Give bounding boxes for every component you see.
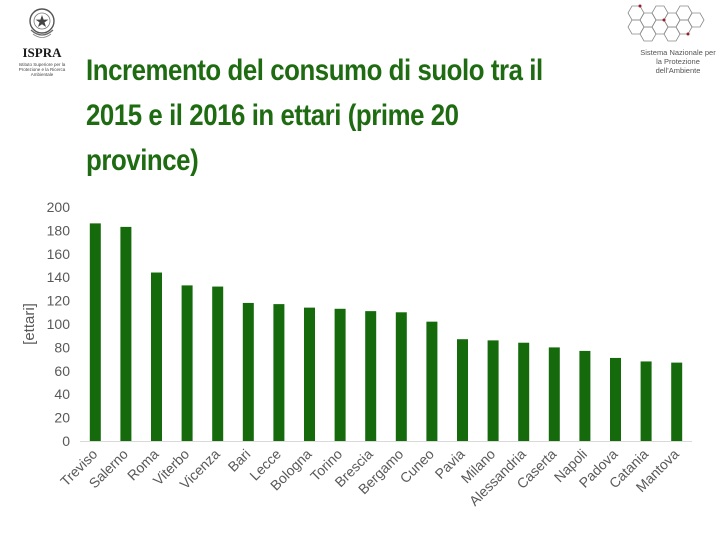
- ispra-logo: ISPRA Istituto Superiore per la Protezio…: [8, 4, 76, 77]
- page-title: Incremento del consumo di suolo tra il 2…: [86, 54, 543, 177]
- bar: [151, 272, 162, 441]
- bar: [610, 357, 621, 441]
- y-tick-label: 40: [54, 386, 70, 402]
- bar: [120, 226, 132, 441]
- bar: [181, 285, 193, 441]
- y-tick-label: 80: [54, 339, 70, 355]
- x-tick-label: Cuneo: [397, 446, 438, 487]
- bar: [212, 286, 224, 441]
- snpa-name: Sistema Nazionale per la Protezione dell…: [640, 48, 716, 75]
- bar: [365, 311, 377, 441]
- y-tick-label: 100: [47, 316, 71, 332]
- bar: [242, 302, 254, 441]
- y-tick-label: 0: [62, 433, 70, 449]
- bar: [579, 350, 591, 441]
- bar: [457, 339, 468, 441]
- bar: [304, 307, 315, 441]
- y-tick-label: 160: [47, 246, 71, 262]
- bar: [640, 361, 652, 441]
- bar: [334, 308, 346, 441]
- hexagon-network-icon: [627, 4, 705, 42]
- bar: [518, 342, 530, 441]
- y-tick-label: 140: [47, 269, 71, 285]
- bar: [426, 321, 438, 441]
- y-tick-label: 120: [47, 293, 71, 309]
- bar: [395, 312, 407, 441]
- y-tick-label: 60: [54, 363, 70, 379]
- bar: [487, 340, 499, 441]
- y-tick-label: 180: [47, 222, 71, 238]
- ispra-subtitle: Istituto Superiore per la Protezione e l…: [18, 62, 66, 77]
- y-tick-label: 200: [47, 199, 71, 215]
- y-tick-label: 20: [54, 410, 70, 426]
- snpa-logo: Sistema Nazionale per la Protezione dell…: [616, 2, 716, 75]
- ispra-name: ISPRA: [22, 45, 62, 60]
- bar: [89, 223, 101, 441]
- bar: [273, 304, 285, 441]
- y-axis-label: [ettari]: [21, 303, 38, 345]
- italian-emblem-icon: [29, 8, 55, 38]
- bar: [548, 347, 560, 441]
- bar: [671, 362, 683, 441]
